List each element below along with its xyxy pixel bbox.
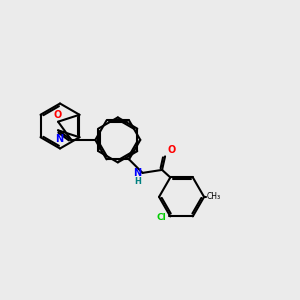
Text: N: N — [133, 168, 141, 178]
Text: O: O — [54, 110, 62, 120]
Text: N: N — [56, 134, 64, 144]
Text: CH₃: CH₃ — [206, 192, 220, 201]
Text: O: O — [167, 145, 176, 155]
Text: Cl: Cl — [157, 213, 167, 222]
Text: H: H — [134, 177, 141, 186]
